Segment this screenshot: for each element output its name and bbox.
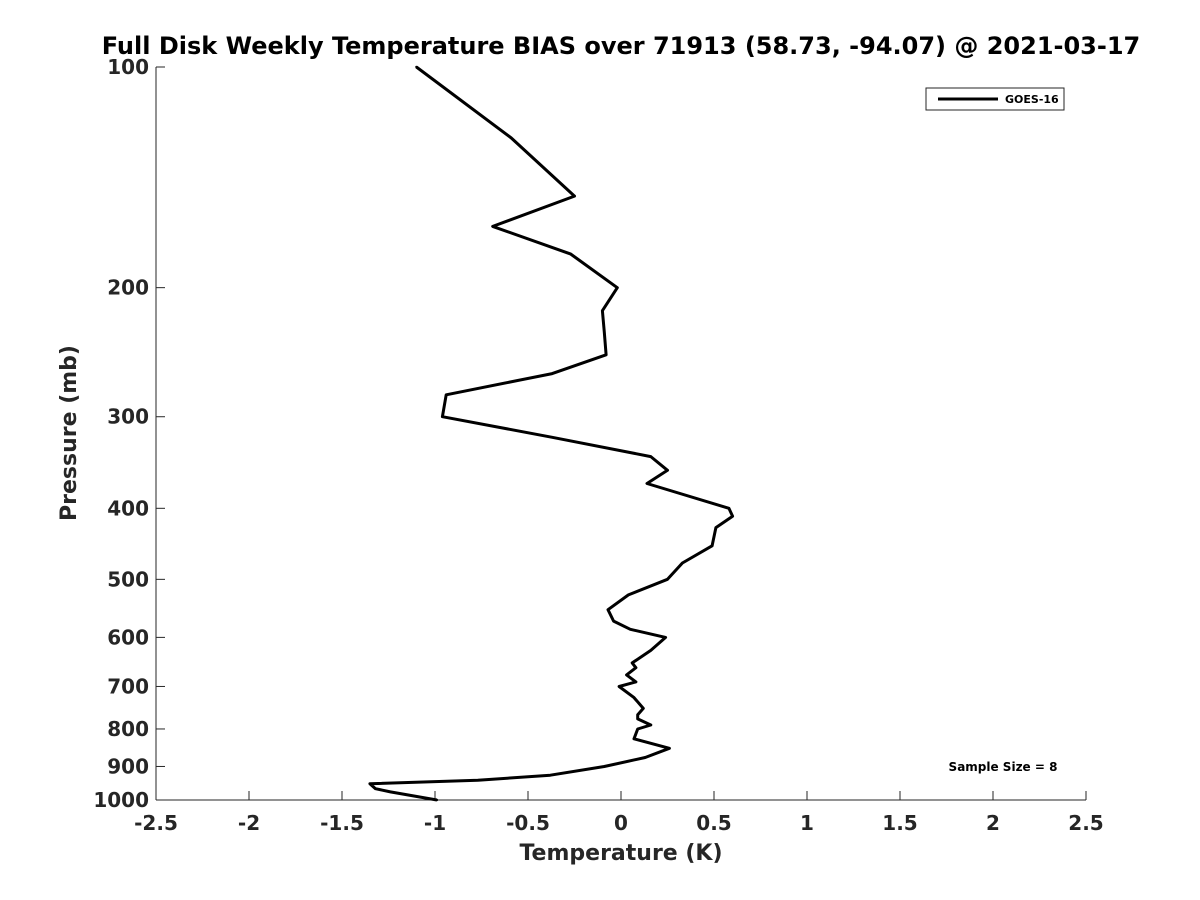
data-point	[681, 561, 684, 565]
data-point	[668, 747, 671, 750]
data-point	[606, 608, 610, 611]
y-tick-label: 400	[107, 496, 149, 520]
y-tick-label: 200	[107, 276, 149, 300]
data-point	[645, 482, 649, 485]
data-point	[435, 798, 439, 802]
data-point	[603, 765, 606, 768]
data-point	[642, 707, 645, 710]
data-point	[644, 756, 647, 759]
x-tick-label: -2.5	[134, 811, 178, 835]
legend-entry-goes-16: GOES-16	[1005, 93, 1059, 106]
y-axis-ticks: 100 200 300 400 500 600 700 800 900 1000	[93, 55, 165, 812]
y-tick-label: 500	[107, 567, 149, 591]
x-tick-label: 1	[800, 811, 814, 835]
data-point	[727, 507, 731, 510]
data-point	[573, 194, 576, 198]
data-point	[441, 415, 444, 418]
data-point	[636, 727, 639, 731]
data-point	[389, 790, 392, 794]
data-point	[636, 713, 639, 716]
data-point	[636, 717, 639, 721]
legend: GOES-16	[925, 87, 1065, 111]
y-tick-label: 600	[107, 625, 149, 649]
data-point	[415, 65, 418, 69]
y-tick-label: 100	[107, 55, 149, 79]
data-point	[632, 696, 636, 699]
data-point	[491, 225, 494, 228]
data-point	[616, 286, 619, 289]
data-point	[649, 455, 652, 458]
y-tick-label: 800	[107, 717, 149, 741]
x-tick-label: 0	[614, 811, 628, 835]
x-tick-label: -1	[424, 811, 446, 835]
data-point	[714, 526, 718, 529]
data-point	[666, 578, 669, 581]
data-point	[649, 649, 652, 652]
y-tick-label: 300	[107, 405, 149, 429]
data-point	[627, 593, 630, 597]
data-point	[445, 393, 448, 396]
data-point	[710, 544, 714, 547]
data-point	[603, 330, 606, 334]
data-point	[664, 636, 667, 639]
data-point	[549, 774, 552, 777]
data-point	[476, 779, 479, 782]
data-point	[368, 782, 372, 785]
data-point	[731, 515, 734, 518]
y-tick-label: 700	[107, 674, 149, 698]
data-point	[634, 680, 638, 684]
x-tick-label: 2.5	[1068, 811, 1103, 835]
data-point	[601, 309, 604, 312]
data-point	[551, 372, 554, 375]
x-tick-label: -1.5	[320, 811, 364, 835]
data-point	[666, 469, 669, 472]
x-tick-label: 2	[986, 811, 1000, 835]
y-tick-label: 900	[107, 754, 149, 778]
chart-title: Full Disk Weekly Temperature BIAS over 7…	[102, 32, 1141, 60]
sample-size-annotation: Sample Size = 8	[949, 760, 1058, 774]
x-axis-ticks: -2.5 -2 -1.5 -1 -0.5 0 0.5 1 1.5 2 2.5	[134, 791, 1104, 835]
x-tick-label: 1.5	[882, 811, 917, 835]
data-point	[629, 628, 632, 631]
x-tick-label: 0.5	[696, 811, 731, 835]
data-point	[374, 787, 377, 790]
data-point	[649, 723, 652, 727]
x-tick-label: -0.5	[506, 811, 550, 835]
data-point	[612, 619, 615, 623]
x-axis-label: Temperature (K)	[519, 841, 722, 866]
data-point	[569, 252, 572, 256]
data-point	[604, 353, 608, 356]
data-point	[632, 737, 636, 740]
y-tick-label: 1000	[93, 788, 149, 812]
data-point	[631, 661, 634, 665]
y-axis-label: Pressure (mb)	[57, 345, 82, 521]
series-group	[368, 65, 735, 802]
data-point	[551, 436, 554, 439]
data-point	[625, 673, 628, 677]
data-point	[634, 666, 638, 669]
data-point	[617, 685, 621, 688]
x-tick-label: -2	[238, 811, 260, 835]
data-point	[510, 136, 513, 140]
